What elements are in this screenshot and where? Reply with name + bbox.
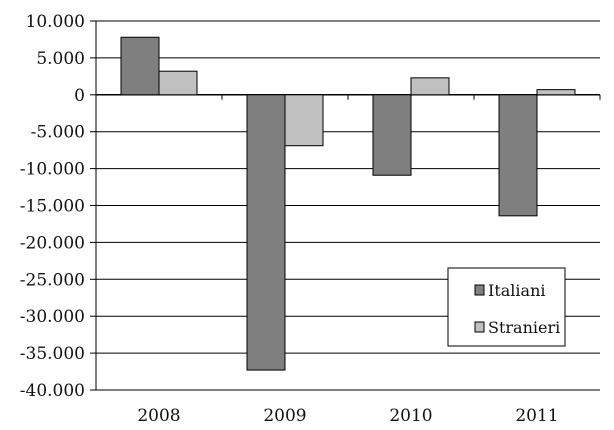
y-tick-label-7: -25.000 [20,270,85,290]
legend-box [447,267,566,347]
y-tick-label-9: -35.000 [20,344,85,364]
y-tick-label-2: 0 [74,86,85,106]
bars [120,36,576,371]
y-tick-label-3: -5.000 [31,123,85,143]
y-tick-label-4: -10.000 [20,160,85,180]
legend: Italiani Stranieri [447,267,566,347]
bar-stranieri-2009 [284,94,324,147]
y-tick-label-5: -15.000 [20,197,85,217]
x-category-label-2009: 2009 [263,406,306,426]
y-tick-label-6: -20.000 [20,233,85,253]
bar-italiani-2009 [246,94,286,371]
x-category-label-2011: 2011 [515,406,558,426]
legend-swatch-stranieri [474,321,485,333]
y-tick-label-0: 10.000 [26,12,85,32]
x-category-label-2008: 2008 [137,406,180,426]
y-tick-labels: 10.000 5.000 0 -5.000 -10.000 -15.000 -20.000 -… [20,12,85,401]
bar-italiani-2011 [498,94,538,217]
bar-stranieri-2008 [158,70,198,96]
y-tick-label-8: -30.000 [20,307,85,327]
legend-swatch-italiani [474,284,485,296]
y-tick-label-10: -40.000 [20,381,85,401]
x-category-labels: 2008 2009 2010 2011 [137,406,558,426]
bar-stranieri-2010 [410,77,450,96]
bar-italiani-2010 [372,94,412,176]
bar-italiani-2008 [120,36,160,96]
bar-stranieri-2011 [536,89,576,96]
y-tick-label-1: 5.000 [36,49,85,69]
x-category-label-2010: 2010 [389,406,432,426]
legend-label-italiani: Italiani [488,281,545,300]
legend-label-stranieri: Stranieri [488,318,560,337]
